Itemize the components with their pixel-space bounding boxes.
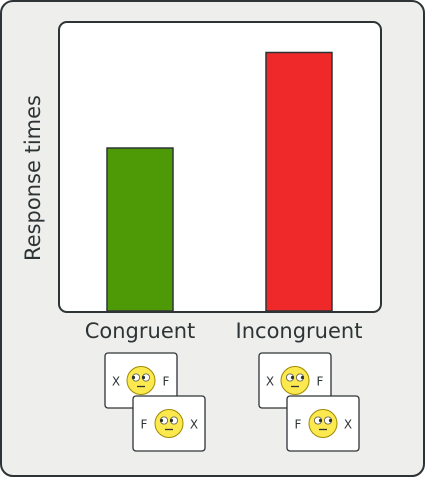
y-axis-label: Response times [21, 95, 45, 261]
card-letter-left: F [141, 418, 148, 432]
bar-congruent [106, 147, 174, 312]
card-letter-right: X [190, 418, 198, 432]
card-letter-left: F [295, 418, 302, 432]
face-icon [126, 366, 156, 395]
card-letter-right: X [344, 418, 352, 432]
category-labels: Congruent Incongruent [85, 319, 363, 343]
card-letter-right: F [163, 375, 170, 389]
category-label-incongruent: Incongruent [236, 319, 363, 343]
stimuli: X FF XX FF X [104, 352, 360, 452]
bars [106, 51, 333, 312]
bar-incongruent [265, 51, 333, 312]
category-label-congruent: Congruent [85, 319, 196, 343]
face-icon [308, 409, 338, 438]
face-icon [154, 409, 184, 438]
face-icon [280, 366, 310, 395]
card-letter-right: F [317, 375, 324, 389]
card-letter-left: X [266, 375, 274, 389]
card-letter-left: X [112, 375, 120, 389]
